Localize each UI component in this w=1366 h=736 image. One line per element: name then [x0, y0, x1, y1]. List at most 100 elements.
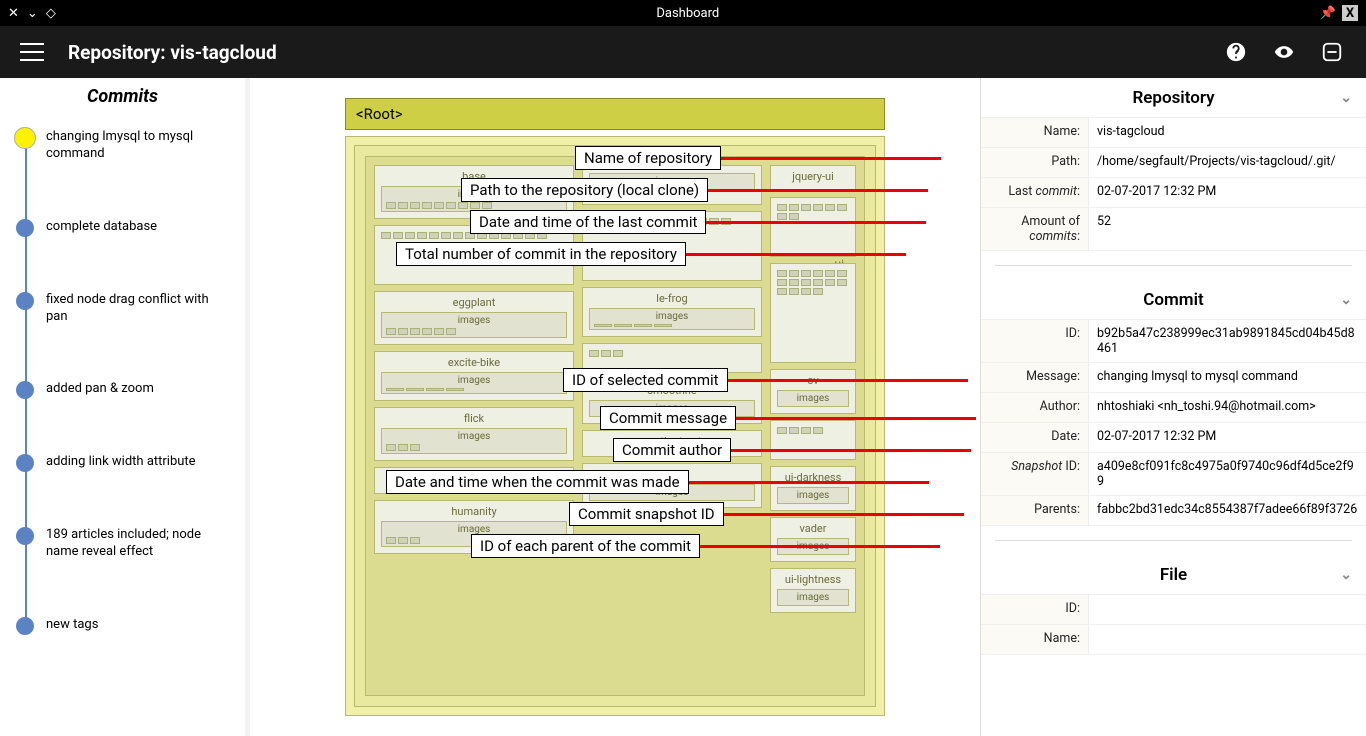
info-row: Name:vis-tagcloud — [981, 118, 1366, 148]
treemap-label: base — [381, 170, 567, 183]
row-label: Snapshot ID: — [981, 453, 1089, 495]
treemap-label: images — [594, 487, 750, 498]
row-label: Parents: — [981, 496, 1089, 525]
treemap[interactable]: ui i18n i8n baseimages eggplantimages ex… — [345, 136, 885, 716]
treemap-label: images — [594, 403, 750, 414]
treemap-label: images — [782, 592, 844, 603]
close-box-icon[interactable]: X — [1342, 5, 1358, 21]
commit-item[interactable]: complete database — [30, 219, 235, 236]
main-layout: Commits changing lmysql to mysql command… — [0, 78, 1366, 736]
treemap-label: images — [386, 431, 562, 442]
commit-item[interactable]: adding link width attribute — [30, 454, 235, 471]
commit-dot-icon — [14, 127, 36, 149]
commit-item[interactable]: fixed node drag conflict with pan — [30, 292, 235, 326]
root-breadcrumb[interactable]: <Root> — [345, 98, 885, 130]
treemap-label: ui-lightness — [777, 573, 849, 586]
info-row: Date:02-07-2017 12:32 PM — [981, 423, 1366, 453]
row-label: Message: — [981, 363, 1089, 392]
commit-msg: added pan & zoom — [46, 381, 154, 398]
header-repo-name: vis-tagcloud — [170, 41, 276, 64]
section-title: File — [1160, 565, 1187, 585]
row-label: Last commit: — [981, 178, 1089, 207]
row-value: fabbc2bd31edc34c8554387f7adee66f89f3726 — [1089, 496, 1366, 525]
commit-dot-icon — [16, 292, 34, 310]
commit-msg: fixed node drag conflict with pan — [46, 292, 216, 326]
eye-icon[interactable] — [1270, 38, 1298, 66]
collapse-icon[interactable] — [1318, 38, 1346, 66]
sidebar-title: Commits — [10, 86, 235, 107]
window-controls: ✕ ⌄ ◇ — [8, 6, 56, 21]
treemap-label: humanity — [381, 505, 567, 518]
center-pane: <Root> ui i18n i8n baseimages eggplantim… — [250, 78, 980, 736]
row-label: ID: — [981, 595, 1089, 624]
menu-icon[interactable] — [20, 43, 44, 61]
treemap-label: jquery-ui — [777, 170, 849, 183]
panel-section-repository[interactable]: Repository ⌄ — [981, 78, 1366, 118]
commit-item[interactable]: changing lmysql to mysql command — [30, 129, 235, 163]
maximize-icon[interactable]: ◇ — [46, 6, 56, 21]
divider — [995, 540, 1352, 541]
treemap-label: start — [589, 468, 755, 481]
info-row: Amount ofcommits:52 — [981, 208, 1366, 251]
chevron-down-icon[interactable]: ⌄ — [1340, 567, 1352, 583]
commit-msg: new tags — [46, 617, 98, 634]
window-right-controls: 📌 X — [1320, 5, 1358, 21]
section-title: Commit — [1143, 290, 1203, 310]
commit-dot-icon — [16, 527, 34, 545]
divider — [995, 265, 1352, 266]
info-row: Snapshot ID:a409e8cf091fc8c4975a0f9740c9… — [981, 453, 1366, 496]
header-title: Repository: vis-tagcloud — [68, 41, 277, 64]
row-label: Author: — [981, 393, 1089, 422]
commit-msg: changing lmysql to mysql command — [46, 129, 216, 163]
row-value: /home/segfault/Projects/vis-tagcloud/.gi… — [1089, 148, 1366, 177]
sidebar: Commits changing lmysql to mysql command… — [0, 78, 250, 736]
treemap-label: south-street — [589, 435, 755, 448]
row-label: Path: — [981, 148, 1089, 177]
treemap-label: images — [782, 490, 844, 501]
treemap-label: vader — [777, 522, 849, 535]
chevron-down-icon[interactable]: ⌄ — [1340, 292, 1352, 308]
treemap-label: images — [386, 375, 562, 386]
row-value: changing lmysql to mysql command — [1089, 363, 1366, 392]
row-value: nhtoshiaki <nh_toshi.94@hotmail.com> — [1089, 393, 1366, 422]
panel-section-file[interactable]: File ⌄ — [981, 555, 1366, 595]
info-panel: Repository ⌄ Name:vis-tagcloud Path:/home… — [980, 78, 1366, 736]
app-header: Repository: vis-tagcloud — [0, 26, 1366, 78]
commit-msg: complete database — [46, 219, 157, 236]
panel-section-commit[interactable]: Commit ⌄ — [981, 280, 1366, 320]
commit-dot-icon — [16, 454, 34, 472]
treemap-label: le-frog — [589, 292, 755, 305]
chevron-down-icon[interactable]: ⌄ — [1340, 90, 1352, 106]
help-icon[interactable] — [1222, 38, 1250, 66]
commit-item[interactable]: new tags — [30, 617, 235, 634]
commit-msg: 189 articles included; node name reveal … — [46, 527, 216, 561]
commit-item[interactable]: added pan & zoom — [30, 381, 235, 398]
window-title: Dashboard — [56, 6, 1320, 21]
info-row: Parents:fabbc2bd31edc34c8554387f7adee66f… — [981, 496, 1366, 526]
info-row: Author:nhtoshiaki <nh_toshi.94@hotmail.c… — [981, 393, 1366, 423]
commit-msg: adding link width attribute — [46, 454, 196, 471]
row-value: b92b5a47c238999ec31ab9891845cd04b45d8461 — [1089, 320, 1366, 362]
pin-icon[interactable]: 📌 — [1320, 6, 1336, 21]
commit-item[interactable]: 189 articles included; node name reveal … — [30, 527, 235, 561]
minimize-icon[interactable]: ⌄ — [27, 6, 38, 21]
section-title: Repository — [1132, 88, 1214, 108]
treemap-label: images — [594, 176, 750, 187]
info-row: Last commit:02-07-2017 12:32 PM — [981, 178, 1366, 208]
info-row: Message:changing lmysql to mysql command — [981, 363, 1366, 393]
treemap-label: images — [386, 189, 562, 200]
row-value — [1089, 625, 1366, 654]
treemap-label: images — [386, 315, 562, 326]
treemap-label: flick — [381, 412, 567, 425]
row-value: 52 — [1089, 208, 1366, 250]
treemap-label: images — [594, 311, 750, 322]
treemap-label: excite-bike — [381, 356, 567, 369]
commit-dot-icon — [16, 381, 34, 399]
close-icon[interactable]: ✕ — [8, 6, 19, 21]
header-prefix: Repository: — [68, 41, 170, 64]
row-label: Amount ofcommits: — [981, 208, 1089, 250]
treemap-label: hot-sneaks — [381, 472, 567, 485]
row-label: Name: — [981, 625, 1089, 654]
commit-dot-icon — [16, 617, 34, 635]
row-value: a409e8cf091fc8c4975a0f9740c96df4d5ce2f99 — [1089, 453, 1366, 495]
